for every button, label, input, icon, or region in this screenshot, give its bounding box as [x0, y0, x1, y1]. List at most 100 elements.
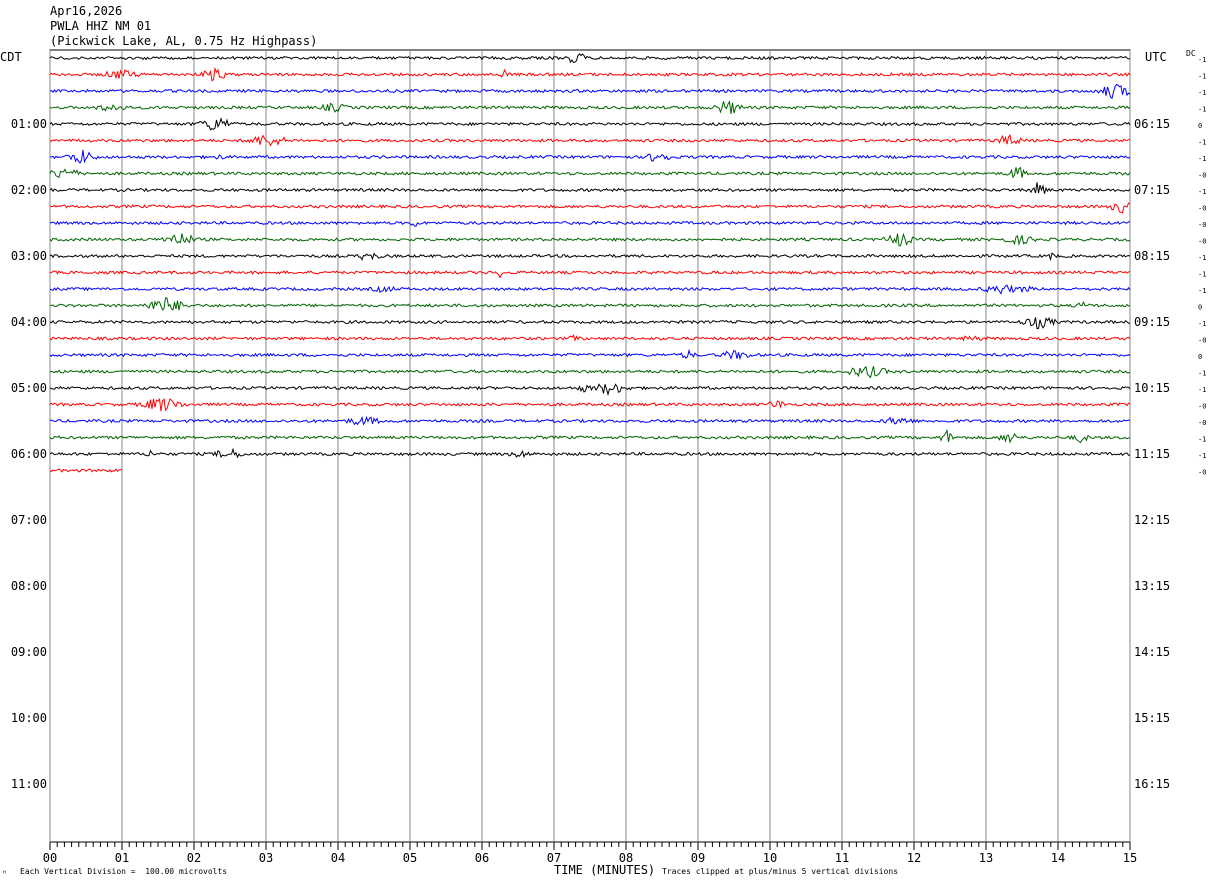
dc-offset-value: -1 — [1198, 287, 1206, 295]
seismic-trace — [49, 149, 1131, 164]
dc-offset-value: -1 — [1198, 320, 1206, 328]
dc-offset-value: 0 — [1198, 122, 1202, 130]
scale-note: Each Vertical Division = 100.00 microvol… — [20, 867, 228, 876]
x-tick-label: 07 — [547, 851, 561, 865]
x-tick-label: 09 — [691, 851, 705, 865]
x-tick-label: 14 — [1051, 851, 1065, 865]
dc-offset-value: 0 — [1198, 353, 1202, 361]
right-time-label: 15:15 — [1134, 711, 1170, 725]
left-time-label: 01:00 — [11, 117, 47, 131]
dc-offset-value: -0 — [1198, 221, 1206, 229]
plot-frame — [49, 49, 1131, 843]
x-tick-label: 12 — [907, 851, 921, 865]
clip-note: Traces clipped at plus/minus 5 vertical … — [662, 867, 899, 876]
left-time-label: 02:00 — [11, 183, 47, 197]
dc-offset-value: -0 — [1198, 419, 1206, 427]
dc-offset-value: -0 — [1198, 337, 1206, 345]
dc-offset-value: -1 — [1198, 386, 1206, 394]
x-tick-label: 04 — [331, 851, 345, 865]
right-time-label: 16:15 — [1134, 777, 1170, 791]
header-location: (Pickwick Lake, AL, 0.75 Hz Highpass) — [50, 34, 318, 48]
seismic-trace — [49, 53, 1131, 64]
seismic-trace — [49, 252, 1131, 262]
left-timezone-label: CDT — [0, 50, 22, 64]
seismic-traces — [49, 53, 1131, 473]
seismic-trace — [49, 270, 1131, 279]
seismic-trace — [49, 297, 1131, 311]
x-tick-label: 02 — [187, 851, 201, 865]
left-time-label: 06:00 — [11, 447, 47, 461]
right-time-label: 13:15 — [1134, 579, 1170, 593]
left-time-label: 10:00 — [11, 711, 47, 725]
seismic-trace — [49, 415, 1131, 426]
dc-offset-value: -1 — [1198, 271, 1206, 279]
x-tick-label: 15 — [1123, 851, 1137, 865]
seismic-trace — [49, 66, 1131, 82]
x-tick-label: 13 — [979, 851, 993, 865]
x-tick-label: 06 — [475, 851, 489, 865]
right-timezone-label: UTC — [1145, 50, 1167, 64]
seismic-trace — [49, 284, 1131, 295]
right-time-label: 09:15 — [1134, 315, 1170, 329]
right-time-label: 08:15 — [1134, 249, 1170, 263]
right-time-label: 12:15 — [1134, 513, 1170, 527]
dc-offset-value: -1 — [1198, 73, 1206, 81]
x-tick-label: 00 — [43, 851, 57, 865]
left-time-label: 04:00 — [11, 315, 47, 329]
dc-offset-value: -0 — [1198, 469, 1206, 477]
grid-lines — [49, 49, 1131, 850]
seismic-trace — [49, 220, 1131, 227]
dc-label: DC — [1186, 49, 1196, 58]
axis-labels: 00 01 02 03 04 05 06 07 08 09 10 11 12 13 14 1501:0002:… — [11, 56, 1207, 865]
x-axis-title: TIME (MINUTES) — [554, 863, 656, 877]
seismic-trace — [49, 316, 1131, 330]
dc-offset-value: -1 — [1198, 139, 1206, 147]
seismic-trace — [49, 83, 1131, 100]
seismic-trace — [49, 134, 1130, 147]
dc-offset-value: -1 — [1198, 254, 1206, 262]
seismic-trace — [49, 383, 1131, 397]
dc-offset-value: -1 — [1198, 56, 1206, 64]
seismic-trace — [49, 334, 1131, 342]
left-time-label: 03:00 — [11, 249, 47, 263]
x-tick-label: 03 — [259, 851, 273, 865]
dc-offset-value: -0 — [1198, 172, 1206, 180]
dc-offset-value: -0 — [1198, 403, 1206, 411]
left-time-label: 09:00 — [11, 645, 47, 659]
x-tick-label: 10 — [763, 851, 777, 865]
x-tick-label: 11 — [835, 851, 849, 865]
seismic-trace — [49, 166, 1131, 179]
seismic-trace — [49, 232, 1131, 247]
left-time-label: 08:00 — [11, 579, 47, 593]
dc-offset-value: -1 — [1198, 106, 1206, 114]
right-time-label: 11:15 — [1134, 447, 1170, 461]
dc-offset-value: -1 — [1198, 436, 1206, 444]
dc-offset-value: -1 — [1198, 188, 1206, 196]
dc-offset-value: -0 — [1198, 238, 1206, 246]
seismic-trace — [49, 468, 123, 473]
seismic-trace — [49, 397, 1131, 412]
x-tick-label: 08 — [619, 851, 633, 865]
dc-offset-value: -1 — [1198, 89, 1206, 97]
left-time-label: 11:00 — [11, 777, 47, 791]
left-time-label: 05:00 — [11, 381, 47, 395]
dc-offset-value: 0 — [1198, 304, 1202, 312]
seismic-trace — [49, 117, 1131, 131]
right-time-label: 14:15 — [1134, 645, 1170, 659]
seismic-trace — [49, 348, 1131, 361]
seismic-trace — [49, 447, 1131, 459]
dc-offset-value: -1 — [1198, 370, 1206, 378]
x-tick-label: 01 — [115, 851, 129, 865]
right-time-label: 10:15 — [1134, 381, 1170, 395]
dc-offset-value: -1 — [1198, 155, 1206, 163]
header-station: PWLA HHZ NM 01 — [50, 19, 152, 33]
seismic-trace — [50, 202, 1131, 214]
seismic-trace — [49, 365, 1131, 379]
seismic-trace — [49, 428, 1131, 444]
dc-offset-value: -1 — [1198, 452, 1206, 460]
dc-offset-value: -0 — [1198, 205, 1206, 213]
right-time-label: 07:15 — [1134, 183, 1170, 197]
x-tick-label: 05 — [403, 851, 417, 865]
left-time-label: 07:00 — [11, 513, 47, 527]
